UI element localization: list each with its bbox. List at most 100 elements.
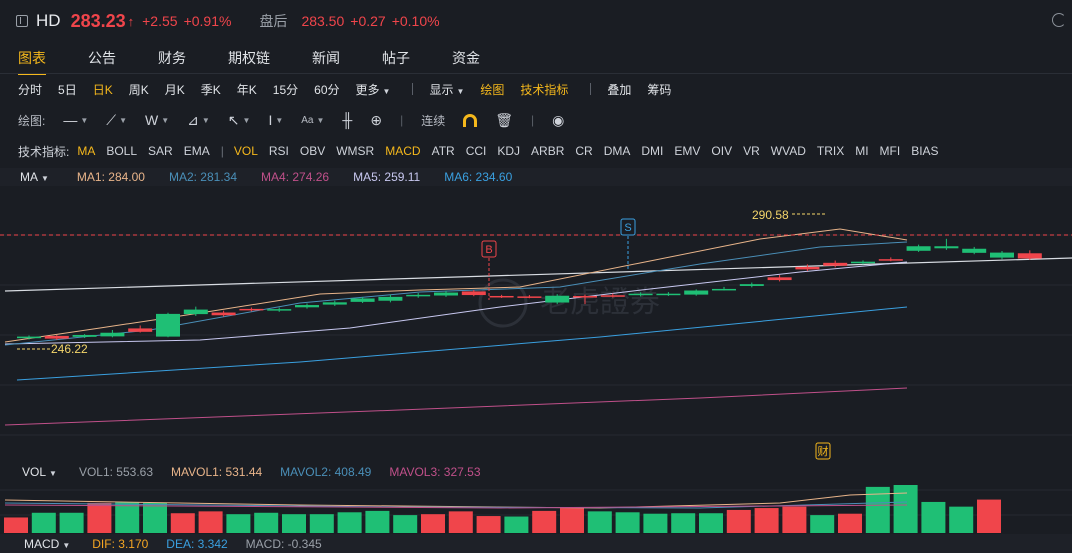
- trash-icon[interactable]: 🗑: [495, 111, 513, 128]
- tab-announcements[interactable]: 公告: [88, 50, 116, 66]
- continuous-draw-toggle[interactable]: 连续: [421, 113, 446, 128]
- period-quarterly[interactable]: 季K: [200, 82, 221, 97]
- draw-toggle[interactable]: 绘图: [480, 82, 505, 97]
- ma1-value: MA1: 284.00: [76, 170, 145, 184]
- divider: |: [531, 113, 535, 127]
- indicator-toolbar: 技术指标: MA BOLL SAR EMA | VOL RSI OBV WMSR…: [0, 142, 1072, 160]
- indicator-mfi[interactable]: MFI: [879, 144, 901, 158]
- tab-news[interactable]: 新闻: [312, 50, 340, 66]
- period-yearly[interactable]: 年K: [236, 82, 257, 97]
- chevron-down-icon: ▼: [41, 174, 49, 183]
- volume-bar: [170, 513, 195, 533]
- visibility-eye-icon[interactable]: ◉: [552, 111, 565, 128]
- tab-posts[interactable]: 帖子: [382, 50, 410, 66]
- period-monthly[interactable]: 月K: [164, 82, 185, 97]
- volume-bar: [643, 513, 668, 533]
- volume-bar: [893, 485, 918, 533]
- indicator-cci[interactable]: CCI: [465, 144, 487, 158]
- indicator-kdj[interactable]: KDJ: [497, 144, 521, 158]
- candle-body: [239, 308, 264, 311]
- text-cursor-tool-icon[interactable]: I ▼: [268, 112, 284, 128]
- section-tabs: 图表 公告 财务 期权链 新闻 帖子 资金: [0, 46, 1072, 75]
- candle-body: [322, 302, 347, 305]
- period-5day[interactable]: 5日: [58, 82, 77, 97]
- indicator-ema[interactable]: EMA: [183, 144, 210, 158]
- mavol1-line: [4, 492, 908, 509]
- candle-body: [795, 266, 820, 270]
- volume-bar: [282, 514, 306, 533]
- vol-legend: VOL ▼ VOL1: 553.63 MAVOL1: 531.44 MAVOL2:…: [0, 463, 1072, 481]
- indicator-wmsr[interactable]: WMSR: [336, 144, 375, 158]
- dif-value: DIF: 3.170: [92, 536, 149, 551]
- watermark-logo-icon: [478, 278, 528, 328]
- period-15min[interactable]: 15分: [272, 82, 299, 97]
- macd-selector[interactable]: MACD ▼: [24, 537, 70, 551]
- chips-button[interactable]: 筹码: [647, 82, 672, 97]
- indicator-obv[interactable]: OBV: [299, 144, 326, 158]
- window-mode-icon[interactable]: [16, 15, 28, 27]
- ma5-line: [4, 261, 908, 345]
- tab-capital-flow[interactable]: 资金: [452, 50, 480, 66]
- draw-toolbar-label: 绘图:: [18, 113, 46, 128]
- indicator-ma[interactable]: MA: [77, 144, 96, 158]
- candle-body: [878, 259, 903, 261]
- ma-selector[interactable]: MA ▼: [20, 170, 49, 184]
- indicator-dma[interactable]: DMA: [603, 144, 631, 158]
- period-weekly[interactable]: 周K: [128, 82, 149, 97]
- indicator-emv[interactable]: EMV: [674, 144, 701, 158]
- candle-body: [44, 335, 69, 339]
- indicator-trix[interactable]: TRIX: [816, 144, 845, 158]
- candle-body: [684, 290, 709, 295]
- indicator-oiv[interactable]: OIV: [711, 144, 733, 158]
- volume-bar: [587, 511, 612, 533]
- tech-indicator-toggle[interactable]: 技术指标: [520, 82, 569, 97]
- volume-bar: [59, 512, 84, 533]
- trendline-tool-icon[interactable]: ⟋ ▼: [106, 111, 127, 128]
- indicator-vr[interactable]: VR: [743, 144, 760, 158]
- indicator-mi[interactable]: MI: [855, 144, 869, 158]
- indicator-atr[interactable]: ATR: [431, 144, 455, 158]
- indicator-rsi[interactable]: RSI: [268, 144, 289, 158]
- indicator-cr[interactable]: CR: [575, 144, 593, 158]
- indicator-macd[interactable]: MACD: [385, 144, 421, 158]
- mavol3-value: MAVOL3: 327.53: [389, 465, 481, 479]
- volume-bar: [754, 508, 779, 533]
- refresh-icon[interactable]: [1052, 13, 1066, 27]
- indicator-wvad[interactable]: WVAD: [770, 144, 806, 158]
- wave-tool-icon[interactable]: W ▼: [145, 112, 170, 128]
- period-60min[interactable]: 60分: [314, 82, 340, 97]
- after-hours-change: +0.27: [350, 13, 386, 29]
- display-dropdown[interactable]: 显示 ▼: [429, 81, 464, 98]
- chevron-down-icon: ▼: [49, 469, 57, 478]
- fibonacci-tool-icon[interactable]: ⊿ ▼: [187, 111, 210, 128]
- measure-tool-icon[interactable]: ╫: [342, 112, 353, 128]
- tab-chart[interactable]: 图表: [18, 50, 46, 75]
- line-tool-icon[interactable]: — ▼: [63, 112, 89, 128]
- indicator-vol[interactable]: VOL: [233, 144, 258, 158]
- indicator-arbr[interactable]: ARBR: [531, 144, 565, 158]
- magnet-icon[interactable]: [463, 113, 478, 127]
- period-more-dropdown[interactable]: 更多 ▼: [356, 81, 391, 98]
- price-change: +2.55: [142, 13, 178, 29]
- tab-financials[interactable]: 财务: [158, 50, 186, 66]
- zoom-icon[interactable]: ⊕: [370, 111, 383, 128]
- period-daily[interactable]: 日K: [92, 82, 113, 97]
- volume-bar: [865, 486, 890, 533]
- indicator-bias[interactable]: BIAS: [911, 144, 939, 158]
- indicator-boll[interactable]: BOLL: [106, 144, 138, 158]
- indicator-sar[interactable]: SAR: [148, 144, 173, 158]
- ma6-line: [16, 306, 908, 381]
- candle-body: [156, 313, 180, 337]
- ma4-line: [4, 387, 908, 426]
- candle-body: [489, 295, 514, 298]
- arrow-tool-icon[interactable]: ↖ ▼: [227, 111, 251, 128]
- tab-options-chain[interactable]: 期权链: [228, 50, 270, 66]
- overlay-button[interactable]: 叠加: [607, 82, 632, 97]
- vol-selector[interactable]: VOL ▼: [22, 465, 57, 479]
- indicator-dmi[interactable]: DMI: [641, 144, 664, 158]
- text-tool-icon[interactable]: Aa ▼: [301, 114, 325, 126]
- volume-bar: [615, 512, 640, 533]
- candlestick-series[interactable]: [17, 238, 1042, 340]
- period-intraday[interactable]: 分时: [18, 82, 43, 97]
- trend-line: [4, 257, 1072, 292]
